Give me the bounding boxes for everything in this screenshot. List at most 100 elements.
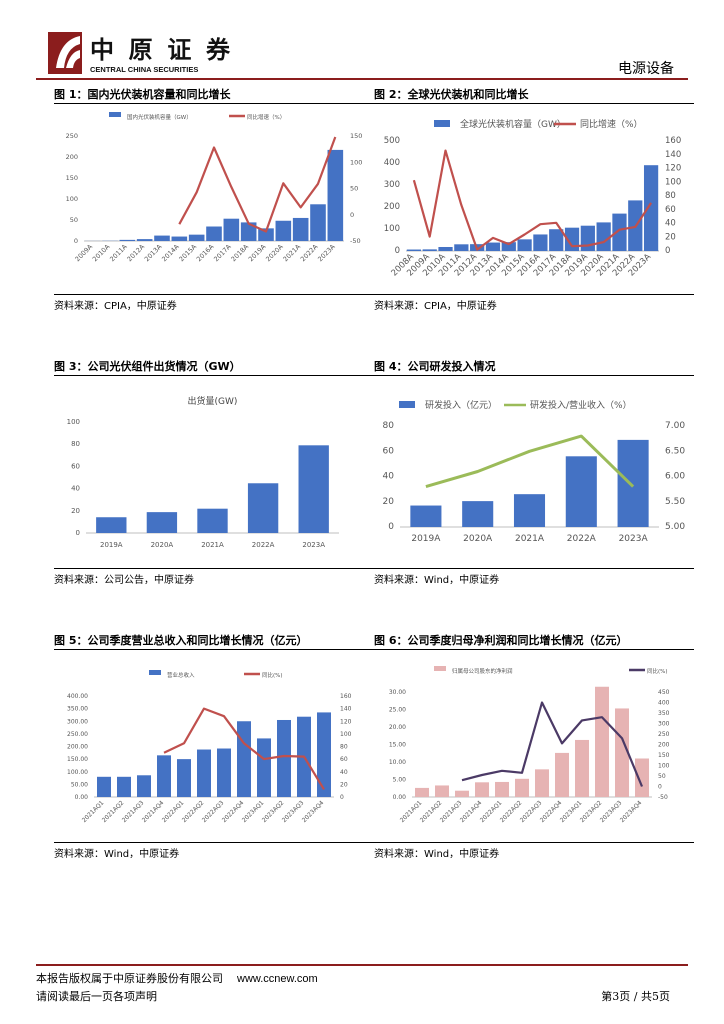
y-left-tick-label: 80: [383, 421, 395, 431]
figure-title: 图 3：公司光伏组件出货情况（GW）: [54, 360, 241, 373]
legend-swatch-bar: [399, 401, 415, 408]
chart-2: 全球光伏装机容量（GW） 同比增速（%） 0 100 200 300 400 500 0 20 40…: [374, 106, 694, 291]
chart-1-svg: 国内光伏装机容量（GW） 同比增速（%） 0 50 100 150 200 250 -50 0 50…: [66, 112, 362, 263]
y-left-tick-label: 300.00: [67, 718, 88, 725]
y-left-tick-label: 30.00: [389, 689, 406, 696]
bar: [435, 785, 449, 797]
y-right-tick-label: -50: [350, 237, 361, 245]
y-right-tick-label: 120: [340, 718, 352, 725]
bar: [257, 738, 271, 797]
bar: [410, 505, 442, 527]
x-tick-label: 2020A: [151, 541, 174, 549]
figure-title: 图 2：全球光伏装机和同比增长: [374, 88, 529, 101]
y-left-tick-label: 0.00: [75, 794, 89, 801]
x-tick-label: 2010A: [91, 242, 112, 263]
y-right-tick-label: 20: [665, 232, 676, 242]
footer-disclaimer: 请阅读最后一页各项声明: [36, 990, 157, 1003]
logo-company-en: CENTRAL CHINA SECURITIES: [90, 65, 198, 74]
footer-divider: [36, 964, 688, 966]
figure-source-rule: [54, 568, 374, 569]
y-left-tick-label: 100: [66, 195, 78, 203]
legend-label: 同比(%): [262, 671, 283, 679]
y-left-tick-label: 50: [70, 216, 78, 224]
x-tick-label: 2019A: [247, 242, 268, 263]
figure-source-rule: [54, 294, 374, 295]
bar: [310, 204, 326, 241]
y-right-tick-label: 150: [350, 132, 362, 140]
y-left-tick-label: 25.00: [389, 707, 406, 714]
bar: [635, 758, 649, 797]
bar: [580, 225, 595, 251]
y-right-tick-label: 0: [665, 246, 670, 256]
y-left-tick-label: 10.00: [389, 759, 406, 766]
bar: [495, 781, 509, 797]
legend-swatch-bar: [434, 666, 446, 671]
bar: [517, 239, 532, 251]
legend-label: 研发投入（亿元）: [425, 399, 497, 411]
y-left-tick-label: 60: [383, 446, 395, 456]
series-line: [163, 707, 325, 790]
series-line: [425, 434, 635, 489]
bar: [136, 239, 153, 241]
y-right-tick-label: 80: [340, 744, 348, 751]
y-right-tick-label: 0: [350, 211, 354, 219]
bar: [438, 246, 453, 251]
x-tick-label: 2022A: [567, 534, 597, 544]
legend-label: 归属母公司股东的净利润: [452, 667, 513, 675]
x-tick-label: 2021A: [201, 541, 224, 549]
bar: [117, 776, 131, 797]
y-right-tick-label: 60: [340, 756, 348, 763]
y-right-tick-label: 5.50: [665, 497, 685, 507]
x-tick-label: 2011A: [108, 242, 129, 263]
y-left-tick-label: 5.00: [393, 777, 407, 784]
y-right-tick-label: 350: [658, 710, 670, 717]
bar: [223, 218, 240, 241]
bar: [454, 244, 469, 251]
y-left-tick-label: 300: [384, 180, 400, 190]
bar: [96, 517, 127, 533]
bar: [197, 749, 211, 797]
y-right-tick-label: 100: [350, 158, 362, 166]
y-right-tick-label: 160: [665, 136, 681, 146]
y-left-tick-label: 60: [71, 462, 80, 470]
legend-label: 同比(%): [647, 667, 668, 675]
figure-source: 资料来源：Wind，中原证券: [374, 575, 500, 586]
y-left-tick-label: 200.00: [67, 744, 88, 751]
bar: [292, 217, 309, 241]
x-tick-label: 2017A: [212, 242, 233, 263]
figure-title-rule: [374, 103, 694, 104]
y-right-tick-label: 150: [658, 752, 670, 759]
y-right-tick-label: 450: [658, 689, 670, 696]
y-left-tick-label: 100: [67, 418, 80, 426]
x-tick-label: 2018A: [230, 242, 251, 263]
y-left-tick-label: 0: [74, 237, 78, 245]
figure-source: 资料来源：Wind，中原证券: [374, 849, 500, 860]
x-tick-label: 2020A: [463, 534, 493, 544]
y-right-tick-label: -50: [658, 794, 668, 801]
footer-url[interactable]: www.ccnew.com: [237, 973, 318, 985]
y-right-tick-label: 140: [340, 706, 352, 713]
x-tick-label: 2013A: [143, 242, 164, 263]
bar: [422, 249, 437, 251]
y-right-tick-label: 7.00: [665, 421, 685, 431]
bar: [455, 790, 469, 797]
bar: [317, 712, 331, 797]
bar: [595, 686, 609, 797]
chart-6-svg: 归属母公司股东的净利润 同比(%) 0.00 5.00 10.00 15.00 20.00 2…: [389, 666, 670, 824]
chart-6: 归属母公司股东的净利润 同比(%) 0.00 5.00 10.00 15.00 20.00 2…: [374, 652, 694, 840]
y-left-tick-label: 15.00: [389, 742, 406, 749]
bar: [157, 755, 171, 797]
bar: [462, 501, 494, 527]
y-left-tick-label: 40: [383, 472, 395, 482]
x-tick-label: 2023AQ4: [301, 799, 326, 824]
figure-source: 资料来源：公司公告，中原证券: [54, 575, 194, 586]
bar: [119, 239, 136, 241]
chart-5-svg: 营业总收入 同比(%) 0.00 50.00 100.00 150.00 200.00 250…: [67, 670, 352, 824]
figure-source-rule: [54, 842, 374, 843]
legend-swatch-bar: [434, 120, 450, 127]
y-left-tick-label: 100.00: [67, 769, 88, 776]
y-right-tick-label: 40: [665, 219, 676, 229]
bar: [615, 708, 629, 797]
legend-label: 研发投入/营业收入（%）: [530, 399, 632, 411]
y-left-tick-label: 350.00: [67, 706, 88, 713]
